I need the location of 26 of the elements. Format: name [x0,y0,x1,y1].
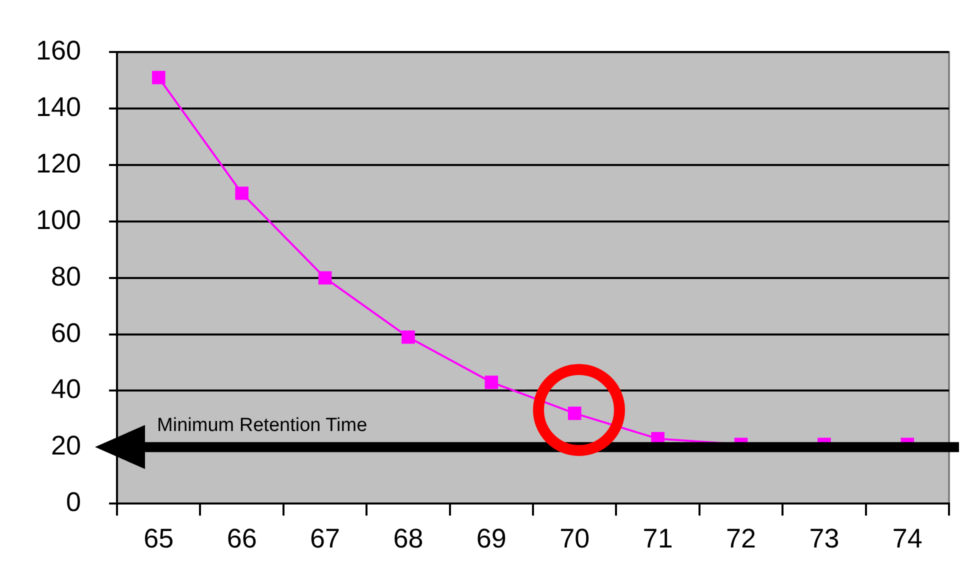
y-tick-label: 120 [36,148,82,179]
y-tick-label: 20 [51,430,82,461]
y-tick-label: 160 [36,36,82,66]
x-tick-label: 73 [809,523,840,554]
x-tick-label: 69 [476,523,506,554]
point [402,330,415,344]
x-tick-label: 70 [560,523,590,554]
x-tick-label: 74 [892,523,922,554]
y-tick-label: 40 [51,374,82,404]
y-tick-label: 60 [51,318,82,348]
point [568,406,582,420]
y-tick-label: 100 [36,204,82,235]
point [318,271,332,285]
x-tick-label: 66 [226,523,257,554]
point [484,376,498,389]
x-tick-label: 68 [393,523,424,554]
y-tick-label: 80 [51,261,82,292]
x-tick-label: 67 [310,523,340,554]
ref-line-label: Minimum Retention Time [157,414,368,436]
x-tick-label: 71 [642,523,673,554]
y-tick-label: 140 [36,92,82,122]
point [152,70,166,84]
point [235,186,248,200]
y-tick-label: 0 [66,487,82,518]
x-tick-label: 65 [144,523,174,554]
x-tick-label: 72 [726,523,756,554]
